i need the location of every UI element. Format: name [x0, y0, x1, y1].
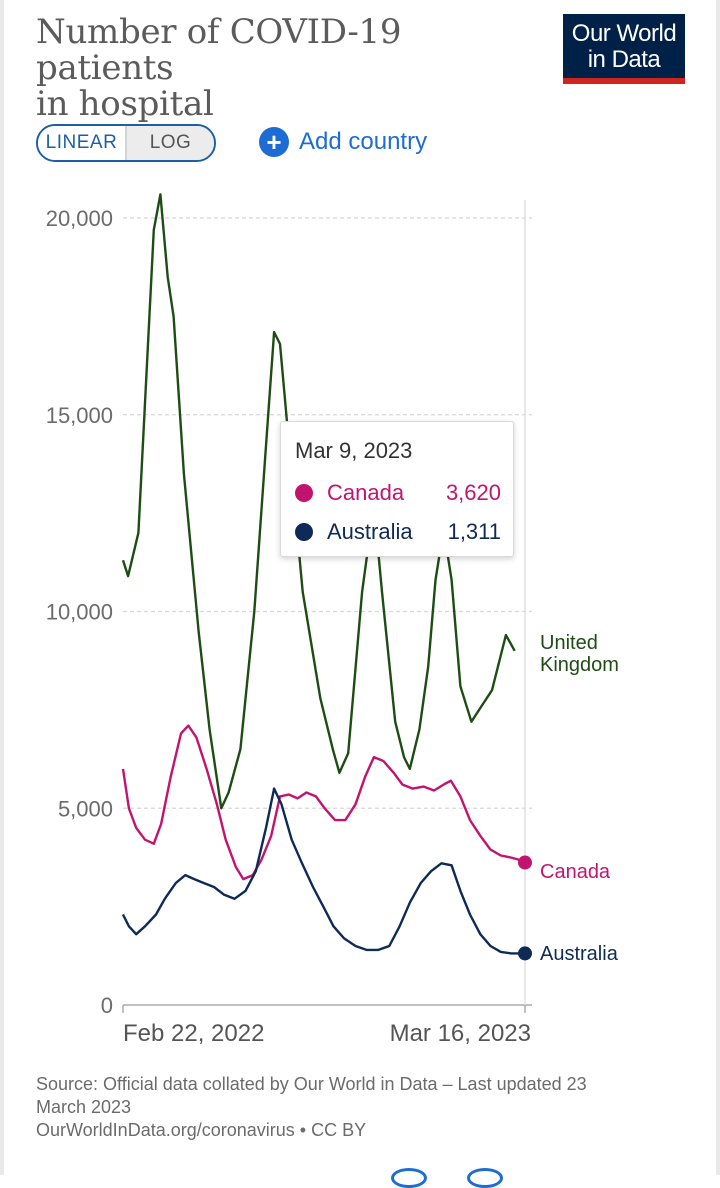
add-country-label: Add country — [299, 128, 428, 155]
source-line2: March 2023 — [36, 1097, 132, 1117]
tooltip-row-australia: Australia 1,311 — [295, 519, 501, 545]
chart-title-line1: Number of COVID-19 patients — [36, 12, 402, 88]
y-tick-label: 15,000 — [46, 403, 113, 428]
end-marker-australia — [518, 946, 532, 961]
tooltip-australia-value: 1,311 — [447, 519, 501, 544]
series-label-united-kingdom: United — [540, 632, 598, 654]
partial-icon-right[interactable] — [467, 1168, 503, 1188]
linear-scale-button[interactable]: LINEAR — [38, 126, 125, 160]
logo-line1: Our World — [571, 20, 677, 47]
logo-red-bar — [563, 78, 685, 84]
add-country-button[interactable]: + Add country — [259, 126, 427, 158]
chart-title-line2: in hospital — [36, 84, 214, 124]
tooltip-canada-value: 3,620 — [445, 480, 501, 505]
logo-line2: in Data — [587, 46, 661, 73]
scale-toggle: LINEAR LOG — [36, 124, 216, 162]
tooltip-canada-name: Canada — [327, 480, 405, 505]
tooltip-date: Mar 9, 2023 — [295, 438, 413, 463]
series-label-united-kingdom: Kingdom — [540, 654, 619, 676]
series-label-australia: Australia — [540, 943, 619, 965]
source-line3[interactable]: OurWorldInData.org/coronavirus • CC BY — [36, 1120, 367, 1140]
australia-dot-icon — [295, 523, 313, 541]
canada-dot-icon — [295, 484, 313, 502]
tooltip-australia-name: Australia — [327, 519, 413, 544]
x-tick-label: Mar 16, 2023 — [390, 1020, 531, 1047]
right-frame-edge — [716, 0, 720, 1175]
series-line-australia — [121, 787, 525, 955]
owid-logo[interactable]: Our World in Data — [563, 14, 685, 84]
partial-icon-left[interactable] — [391, 1168, 427, 1188]
y-tick-label: 20,000 — [46, 206, 113, 231]
source-note: Source: Official data collated by Our Wo… — [36, 1073, 646, 1142]
y-tick-label: 5,000 — [58, 796, 113, 821]
left-frame-edge — [0, 0, 4, 1175]
log-scale-button[interactable]: LOG — [125, 126, 214, 160]
source-line1: Source: Official data collated by Our Wo… — [36, 1074, 587, 1094]
x-tick-label: Feb 22, 2022 — [123, 1020, 264, 1047]
y-tick-label: 0 — [101, 993, 113, 1018]
y-tick-label: 10,000 — [46, 600, 113, 625]
chart-title: Number of COVID-19 patients in hospital — [36, 14, 536, 122]
plus-circle-icon: + — [259, 127, 289, 157]
tooltip-row-canada: Canada 3,620 — [295, 480, 501, 506]
line-chart: 0 5,000 10,000 15,000 20,000 Feb 22, 2022 Mar … — [46, 193, 619, 1047]
hover-tooltip: Mar 9, 2023 Canada 3,620 Australia 1,311 — [280, 421, 514, 557]
series-line-canada — [121, 724, 526, 881]
end-marker-canada — [518, 855, 532, 870]
series-label-canada: Canada — [540, 861, 611, 883]
